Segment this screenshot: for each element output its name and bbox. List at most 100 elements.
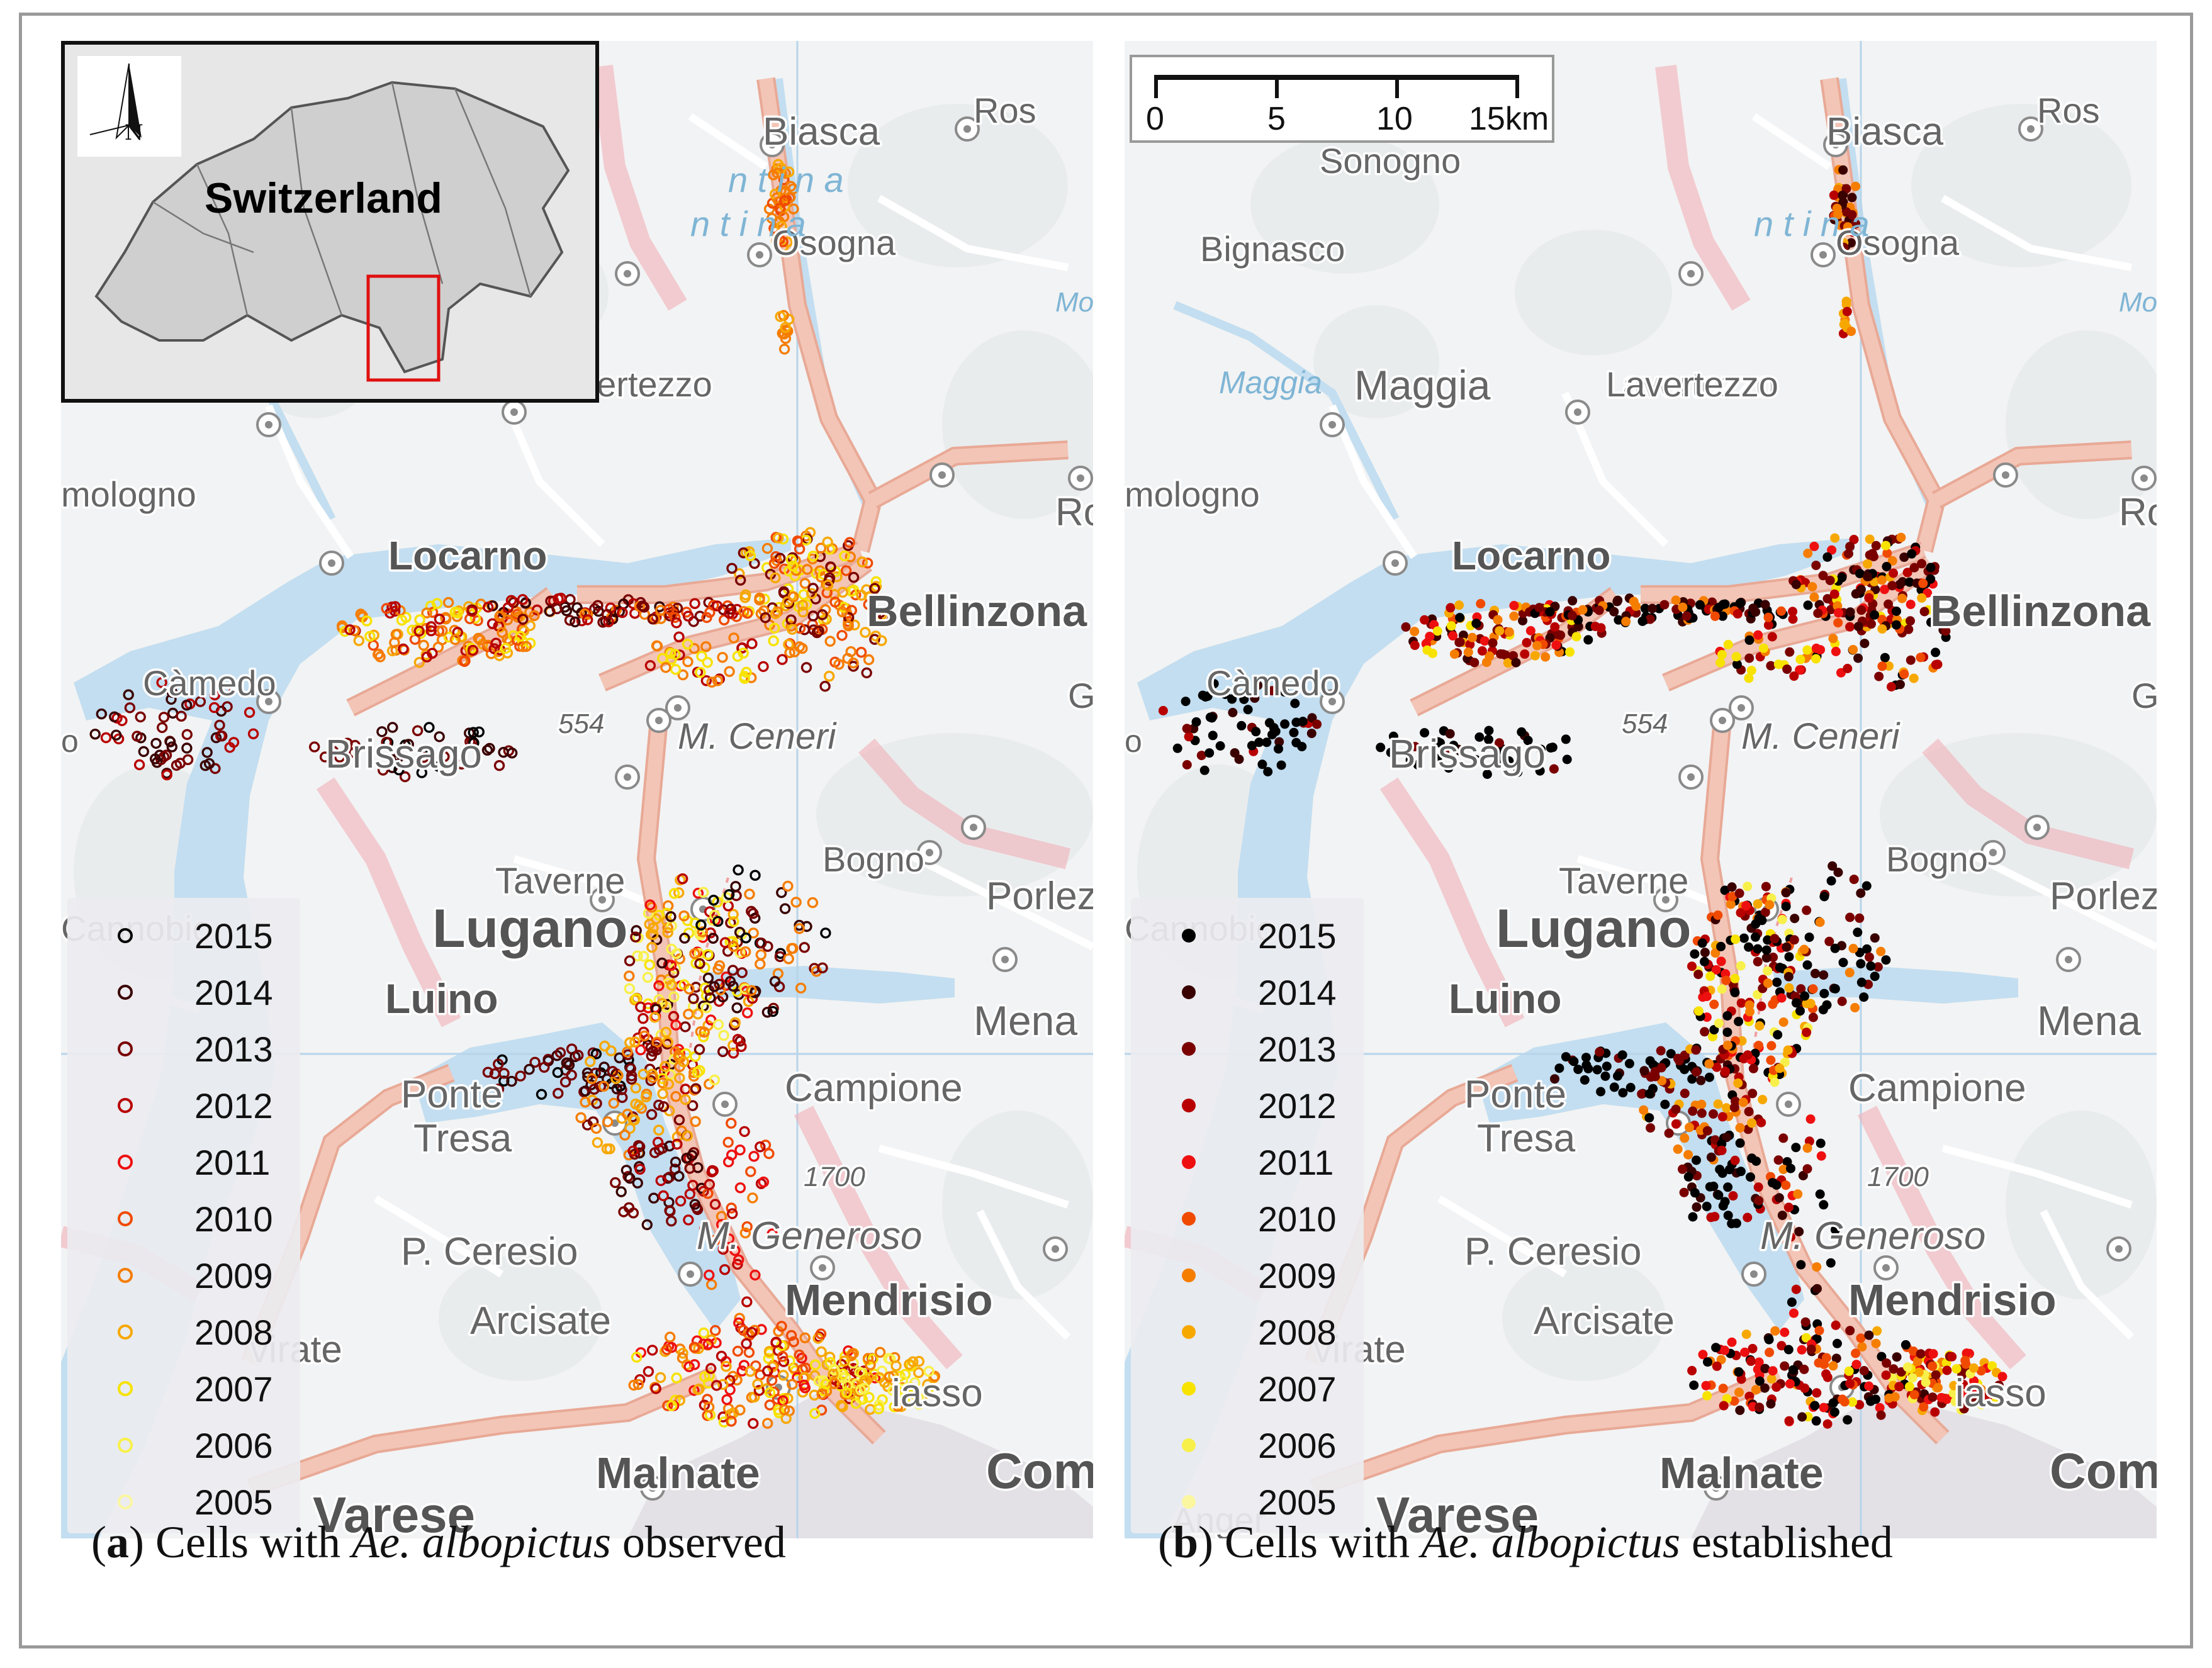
place-label-bellinzona: Bellinzona xyxy=(1930,586,2151,635)
place-label-sonogno: Sonogno xyxy=(1320,141,1461,181)
legend-item-2009: 2009 xyxy=(1131,1246,1364,1304)
place-label-bignasco: Bignasco xyxy=(1200,229,1345,269)
place-label-maggia-river: Maggia xyxy=(1219,365,1322,400)
place-label-malnate: Malnate xyxy=(596,1448,760,1497)
place-label-ro: Ro xyxy=(2119,491,2157,534)
legend-item-2014: 2014 xyxy=(1131,963,1364,1021)
place-label-varese: Varese xyxy=(1376,1487,1539,1538)
scale-label-15km: 15km xyxy=(1469,101,1549,137)
inset-title: Switzerland xyxy=(205,174,442,222)
legend-year-label: 2012 xyxy=(194,1086,273,1126)
legend-item-2012: 2012 xyxy=(1131,1077,1364,1134)
place-label-lugano: Lugano xyxy=(1496,898,1692,959)
place-label-bogno: Bogno xyxy=(822,839,924,879)
legend-year-label: 2009 xyxy=(194,1256,273,1296)
legend-marker-icon xyxy=(118,1381,133,1396)
caption-text-pre: Cells with xyxy=(143,1517,352,1567)
switzerland-outline xyxy=(94,81,570,382)
place-label-elev-1700: 1700 xyxy=(1867,1161,1929,1192)
legend-item-2010: 2010 xyxy=(67,1190,300,1248)
legend-marker-icon xyxy=(1182,1099,1196,1112)
legend-item-2013: 2013 xyxy=(67,1020,300,1078)
place-label-arcisate: Arcisate xyxy=(470,1299,611,1343)
place-label-bogno: Bogno xyxy=(1886,839,1988,879)
place-label-porlezza: Porlez xyxy=(2050,875,2157,918)
legend-year-label: 2011 xyxy=(1258,1143,1334,1182)
place-label-elev-1700: 1700 xyxy=(804,1161,865,1192)
legend-marker-icon xyxy=(1182,1268,1196,1282)
legend-year-label: 2014 xyxy=(194,973,273,1012)
legend-item-2013: 2013 xyxy=(1131,1020,1364,1078)
legend-marker-icon xyxy=(1182,1382,1196,1396)
scale-bar-graphic xyxy=(1154,75,1519,98)
legend-marker-icon xyxy=(1182,1495,1196,1509)
legend-item-2011: 2011 xyxy=(67,1133,300,1191)
place-label-moesa: Moe xyxy=(1055,287,1093,318)
place-label-tavernes: Taverne xyxy=(1559,861,1688,902)
caption-text-post: observed xyxy=(610,1517,786,1567)
legend-item-2010: 2010 xyxy=(1131,1190,1364,1248)
place-label-locarno: Locarno xyxy=(1452,533,1610,578)
year-legend: 2015 2014 2013 2012 2011 2010 2009 2008 2007 2006… xyxy=(67,898,300,1533)
legend-marker-icon xyxy=(118,1438,133,1453)
legend-item-2007: 2007 xyxy=(67,1360,300,1418)
place-label-ponte-tresa-1: Ponte xyxy=(401,1073,503,1116)
legend-item-2007: 2007 xyxy=(1131,1360,1364,1418)
figure-frame: Biasca Ros Osogna avertezzo mologno Ro Locarno… xyxy=(19,13,2193,1648)
place-label-como: Com xyxy=(2050,1443,2157,1499)
scale-label-10: 10 xyxy=(1376,101,1413,137)
legend-marker-icon xyxy=(118,1324,133,1340)
legend-item-2011: 2011 xyxy=(1131,1133,1364,1191)
legend-item-2009: 2009 xyxy=(67,1246,300,1304)
legend-marker-icon xyxy=(118,928,133,943)
legend-item-2006: 2006 xyxy=(1131,1416,1364,1474)
place-label-campione: Campione xyxy=(1848,1066,2026,1110)
place-label-p-ceresio: P. Ceresio xyxy=(1464,1230,1641,1273)
legend-year-label: 2015 xyxy=(194,916,273,956)
place-label-lavertezzo-cut: avertezzo xyxy=(1623,364,1776,404)
legend-marker-icon xyxy=(118,1268,133,1283)
legend-year-label: 2013 xyxy=(1258,1029,1337,1069)
legend-item-2008: 2008 xyxy=(67,1303,300,1361)
place-label-locarno: Locarno xyxy=(388,533,547,578)
year-legend: 2015 2014 2013 2012 2011 2010 2009 2008 2007 2006… xyxy=(1131,898,1364,1533)
place-label-tavernes: Taverne xyxy=(495,861,625,902)
place-label-ponte-tresa-2: Tresa xyxy=(413,1117,512,1160)
caption-label: a xyxy=(106,1517,129,1567)
legend-item-2006: 2006 xyxy=(67,1416,300,1474)
base-map: Biasca Ros Osogna avertezzo mologno Ro Locarno… xyxy=(1125,41,2157,1538)
legend-year-label: 2014 xyxy=(1258,973,1337,1012)
legend-item-2005: 2005 xyxy=(67,1473,300,1531)
place-label-camedo: Càmedo xyxy=(1206,663,1340,703)
scale-bar: 0 5 10 15km xyxy=(1130,55,1554,143)
place-label-p-ceresio: P. Ceresio xyxy=(401,1230,578,1273)
legend-marker-icon xyxy=(118,1098,133,1113)
place-label-luino: Luino xyxy=(385,975,498,1022)
legend-year-label: 2006 xyxy=(1258,1426,1337,1465)
place-label-m-generoso: M. Generoso xyxy=(1760,1214,1985,1258)
legend-year-label: 2012 xyxy=(1258,1086,1337,1126)
legend-year-label: 2009 xyxy=(1258,1256,1337,1296)
place-label-intragna: mologno xyxy=(61,474,196,514)
place-label-moesa: Moe xyxy=(2119,287,2157,318)
place-label-lavertezzo: Lavertezzo xyxy=(1606,364,1778,404)
place-label-osogna: Osogna xyxy=(1836,223,1960,262)
place-label-campione: Campione xyxy=(785,1066,963,1110)
legend-marker-icon xyxy=(1182,1212,1196,1226)
place-label-ticino-river: n t i n a xyxy=(1754,204,1870,243)
north-label: N xyxy=(125,120,143,145)
legend-item-2015: 2015 xyxy=(1131,907,1364,965)
legend-year-label: 2008 xyxy=(194,1313,273,1352)
place-label-intragna: mologno xyxy=(1125,474,1260,514)
place-label-elev-o: o xyxy=(1125,724,1142,759)
place-label-camedo: Càmedo xyxy=(143,663,276,703)
place-label-mena: Mena xyxy=(974,997,1077,1044)
place-label-como: Com xyxy=(986,1443,1093,1499)
legend-year-label: 2008 xyxy=(1258,1313,1337,1352)
place-label-lugano: Lugano xyxy=(432,898,628,959)
legend-marker-icon xyxy=(118,1041,133,1056)
place-label-ticino-river-a: n t i n a xyxy=(728,160,844,199)
caption-species: Ae. albopictus xyxy=(351,1517,611,1567)
legend-marker-icon xyxy=(118,1155,133,1170)
place-label-g: G xyxy=(1068,676,1093,715)
